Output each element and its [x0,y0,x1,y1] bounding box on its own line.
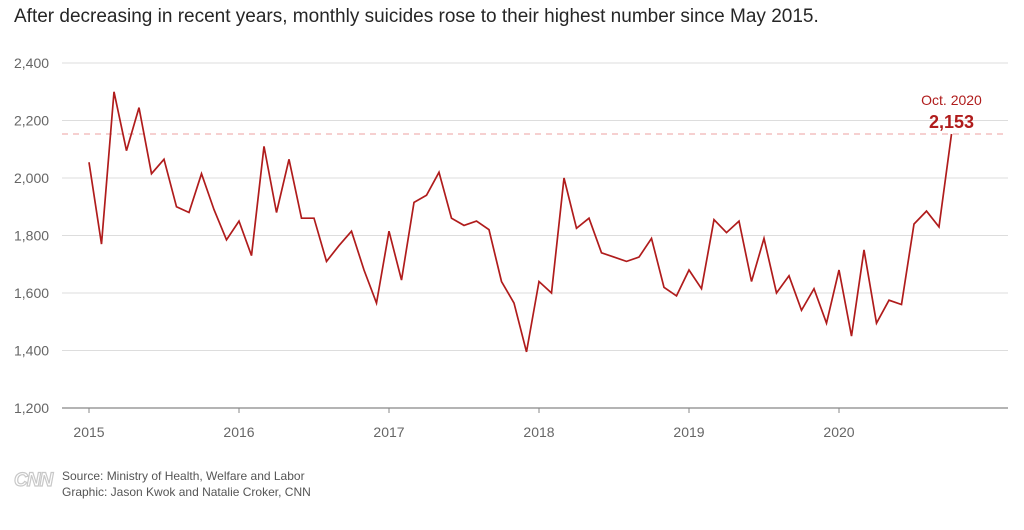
x-tick-label: 2020 [823,424,854,440]
x-tick-label: 2017 [373,424,404,440]
chart-title: After decreasing in recent years, monthl… [14,6,819,27]
series-line [88,91,953,353]
y-tick-label: 2,200 [14,113,49,129]
y-tick-label: 2,000 [14,170,49,186]
annotation-month-label: Oct. 2020 [921,92,982,108]
y-tick-label: 2,400 [14,55,49,71]
gridlines [62,62,1008,351]
x-axis-ticks: 2015 2016 2017 2018 2019 2020 [73,408,855,440]
annotation-value-label: 2,153 [929,112,974,132]
x-tick-label: 2015 [73,424,104,440]
y-tick-label: 1,600 [14,285,49,301]
graphic-credit: Graphic: Jason Kwok and Natalie Croker, … [62,485,311,499]
source-credit: Source: Ministry of Health, Welfare and … [62,469,305,483]
y-tick-label: 1,800 [14,228,49,244]
x-tick-label: 2019 [673,424,704,440]
y-tick-label: 1,200 [14,400,49,416]
x-tick-label: 2018 [523,424,554,440]
cnn-logo: CNN [13,469,53,491]
y-axis-tick-labels: 1,200 1,400 1,600 1,800 2,000 2,200 2,400 [14,55,49,416]
credits: Source: Ministry of Health, Welfare and … [62,468,311,500]
y-tick-label: 1,400 [14,343,49,359]
x-tick-label: 2016 [223,424,254,440]
